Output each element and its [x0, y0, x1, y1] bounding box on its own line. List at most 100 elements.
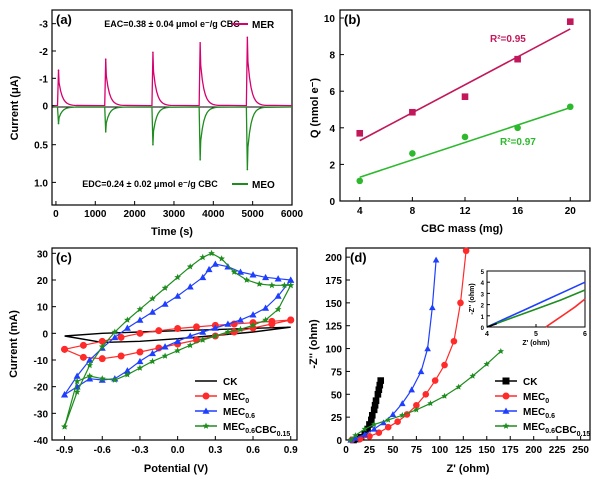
data-point [161, 284, 169, 291]
x-tick-label: 25 [364, 445, 376, 456]
data-point [380, 419, 387, 426]
x-tick-label: 3000 [163, 209, 186, 220]
y-axis-title: Current (mA) [8, 310, 20, 378]
data-point [413, 406, 420, 413]
data-point [566, 18, 574, 25]
data-point [461, 93, 469, 100]
data-point [514, 124, 521, 132]
data-point [409, 150, 416, 157]
data-point [370, 406, 378, 414]
inset-y-tick-label: 3 [481, 292, 485, 298]
r2-label: R²=0.97 [500, 137, 536, 148]
data-point [469, 372, 476, 379]
spike-peak-meo [57, 122, 60, 125]
spike-peak-mer [152, 51, 154, 54]
inset-y-tick-label: 5 [481, 270, 485, 276]
y-tick-label: -1 [39, 74, 48, 85]
legend-subscript: 0.6 [245, 428, 255, 435]
x-tick-label: 0.9 [284, 445, 298, 456]
x-tick-label: 250 [572, 445, 589, 456]
legend-label: MEC0 [223, 392, 249, 405]
y-tick-label: 75 [331, 367, 343, 378]
data-point [375, 429, 383, 436]
data-point [356, 129, 364, 137]
inset-x-tick-label: 4 [485, 331, 489, 338]
data-point [394, 418, 401, 426]
x-tick-label: 100 [432, 445, 449, 456]
y-tick-label: 0 [336, 436, 342, 447]
x-tick-label: 20 [565, 206, 577, 217]
legend-text: CK [523, 377, 538, 388]
x-tick-label: 200 [525, 445, 542, 456]
data-point [441, 392, 448, 399]
legend-label: MEC0.6 [523, 407, 555, 420]
data-point [211, 324, 219, 331]
plot-frame [51, 247, 298, 441]
y-tick-label: 25 [331, 413, 343, 424]
data-point [155, 327, 163, 335]
data-point [389, 411, 397, 418]
legend-text: CBC [255, 425, 277, 436]
y-tick-label: -40 [34, 436, 49, 447]
legend-label: MEC0 [523, 392, 549, 405]
y-tick-label: 30 [37, 249, 49, 260]
panel-c: -0.9 -0.6 -0.3 0.0 0.3 0.6 0.9 -40 -30 -20 -10 0 10 2… [8, 247, 298, 475]
data-point [262, 304, 270, 311]
data-point [262, 316, 269, 323]
x-tick-label: 150 [478, 445, 495, 456]
data-point [174, 347, 181, 354]
y-tick-label: 0 [329, 197, 335, 208]
y-tick-label: 0.5 [34, 141, 48, 152]
data-point [186, 283, 194, 290]
data-point [149, 349, 157, 357]
x-tick-label: 0.0 [171, 445, 185, 456]
data-point [86, 356, 94, 363]
data-point [174, 325, 182, 333]
y-tick-label: -20 [34, 383, 49, 394]
r2-label: R²=0.95 [490, 34, 526, 45]
data-point [361, 425, 368, 432]
data-point [61, 391, 69, 398]
y-tick-label: 10 [37, 303, 49, 314]
legend-subscript: 0.6 [545, 428, 555, 435]
data-point [361, 431, 369, 438]
data-point [450, 337, 458, 345]
y-tick-label: 8 [329, 51, 335, 62]
legend-marker [502, 422, 510, 429]
panel-label: (a) [56, 12, 72, 27]
inset-y-tick-label: 4 [481, 281, 485, 287]
data-point [441, 361, 448, 369]
data-point [136, 316, 144, 323]
legend-subscript: 0.15 [577, 431, 591, 438]
x-tick-label: 8 [410, 206, 416, 217]
data-point [211, 260, 219, 267]
data-point [249, 321, 257, 329]
data-point [287, 316, 295, 324]
inset-curve [486, 289, 586, 328]
y-axis-title: -Z'' (ohm) [308, 319, 320, 369]
x-axis-title: Time (s) [151, 226, 193, 238]
data-point [370, 425, 378, 432]
data-point [376, 381, 384, 389]
spike-peak-mer [104, 58, 107, 60]
data-point [364, 425, 371, 433]
data-point [375, 386, 383, 394]
x-tick-label: 125 [455, 445, 472, 456]
x-tick-label: 12 [459, 206, 471, 217]
data-point [268, 281, 276, 289]
legend-label-meo: MEO [252, 180, 275, 191]
data-point [136, 364, 144, 371]
y-tick-label: 4 [329, 124, 335, 135]
data-point [374, 390, 382, 398]
series-meo-line [54, 106, 293, 170]
data-point [192, 323, 200, 331]
data-point [149, 308, 157, 315]
y-tick-label: 0 [42, 102, 48, 113]
data-point [123, 367, 131, 374]
data-point [124, 316, 131, 323]
spike-peak-meo [152, 143, 154, 146]
legend-label: MEC0.6CBC0.15 [223, 422, 290, 438]
data-point [111, 328, 119, 335]
x-tick-label: 16 [512, 206, 524, 217]
data-point [236, 316, 244, 323]
